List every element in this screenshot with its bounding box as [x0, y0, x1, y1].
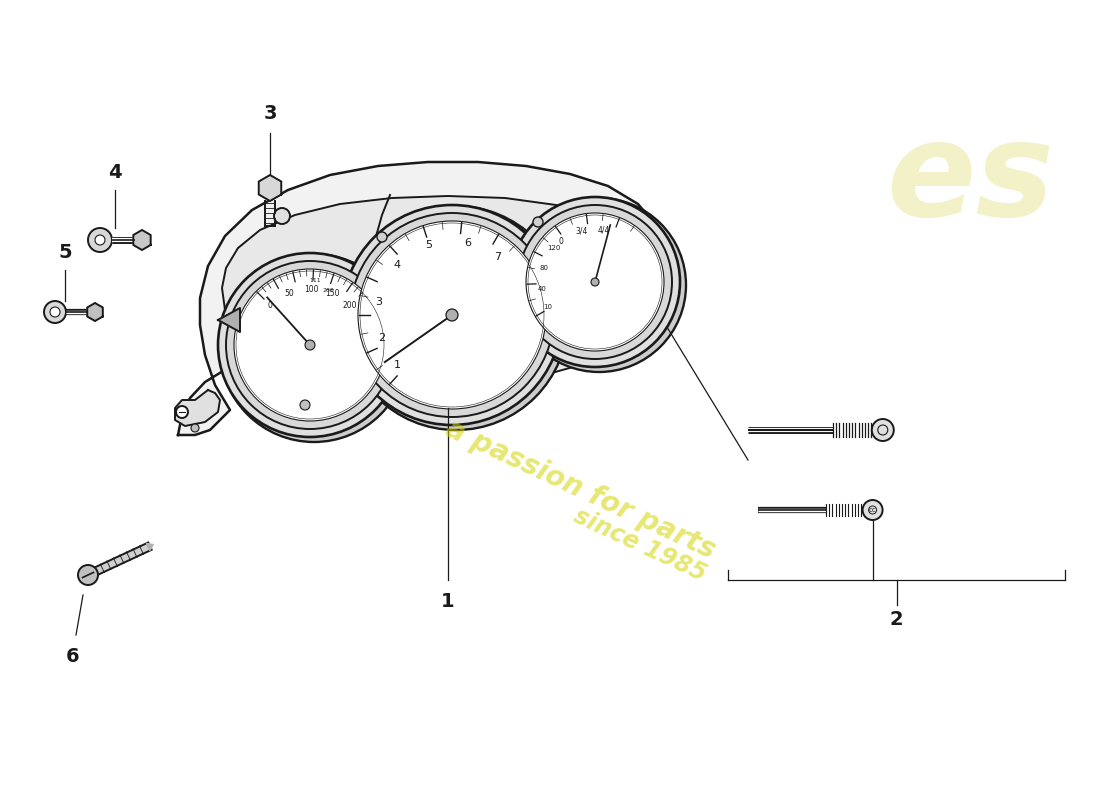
Text: 0: 0 — [559, 237, 563, 246]
Text: 80: 80 — [539, 266, 548, 271]
Circle shape — [344, 206, 568, 430]
Circle shape — [862, 500, 882, 520]
Circle shape — [534, 217, 543, 227]
Text: 6: 6 — [464, 238, 471, 248]
Text: 1: 1 — [394, 359, 400, 370]
Text: 100: 100 — [304, 285, 318, 294]
Circle shape — [305, 340, 315, 350]
Polygon shape — [146, 543, 153, 550]
Text: 111: 111 — [309, 278, 321, 283]
Text: 1: 1 — [441, 592, 454, 611]
Circle shape — [50, 307, 60, 317]
Polygon shape — [87, 303, 102, 321]
Text: 3: 3 — [263, 104, 277, 123]
Circle shape — [350, 213, 554, 417]
Text: 3/4: 3/4 — [575, 226, 587, 235]
Circle shape — [300, 400, 310, 410]
Text: 200: 200 — [342, 301, 356, 310]
Polygon shape — [91, 542, 152, 576]
Text: 4: 4 — [394, 261, 400, 270]
Circle shape — [591, 278, 600, 286]
Circle shape — [512, 198, 686, 372]
Text: 40: 40 — [538, 286, 547, 292]
Text: since 1985: since 1985 — [570, 504, 710, 586]
Circle shape — [95, 235, 104, 245]
Circle shape — [526, 213, 664, 351]
Circle shape — [44, 301, 66, 323]
Circle shape — [191, 424, 199, 432]
Text: 50: 50 — [284, 289, 294, 298]
Text: 150: 150 — [326, 290, 340, 298]
Circle shape — [176, 406, 188, 418]
Text: 7: 7 — [494, 252, 502, 262]
Circle shape — [234, 269, 386, 421]
Circle shape — [88, 228, 112, 252]
Text: 120: 120 — [548, 245, 561, 251]
Circle shape — [220, 254, 408, 442]
Circle shape — [226, 261, 394, 429]
Polygon shape — [218, 308, 240, 332]
Circle shape — [377, 232, 387, 242]
Text: 10: 10 — [543, 304, 552, 310]
Circle shape — [358, 221, 546, 409]
Polygon shape — [133, 230, 151, 250]
Circle shape — [218, 253, 402, 437]
Text: 4/4: 4/4 — [598, 226, 611, 234]
Circle shape — [78, 565, 98, 585]
Circle shape — [446, 309, 458, 321]
Text: 2: 2 — [378, 333, 385, 343]
Circle shape — [872, 419, 894, 441]
Polygon shape — [175, 390, 220, 426]
Text: 5: 5 — [426, 240, 432, 250]
Text: 0: 0 — [268, 301, 273, 310]
Text: 4: 4 — [108, 163, 122, 182]
Text: 5: 5 — [58, 243, 72, 262]
Text: cc: cc — [869, 507, 877, 513]
Circle shape — [342, 205, 562, 425]
Polygon shape — [258, 175, 282, 201]
Text: 2: 2 — [890, 610, 903, 629]
Text: es: es — [886, 117, 1054, 243]
Circle shape — [274, 208, 290, 224]
Text: a passion for parts: a passion for parts — [441, 415, 719, 565]
Polygon shape — [178, 162, 668, 435]
Circle shape — [510, 197, 680, 367]
Polygon shape — [222, 196, 654, 382]
Text: 3: 3 — [375, 297, 383, 307]
Text: 6: 6 — [66, 647, 80, 666]
Text: 200: 200 — [322, 289, 334, 294]
Circle shape — [518, 205, 672, 359]
